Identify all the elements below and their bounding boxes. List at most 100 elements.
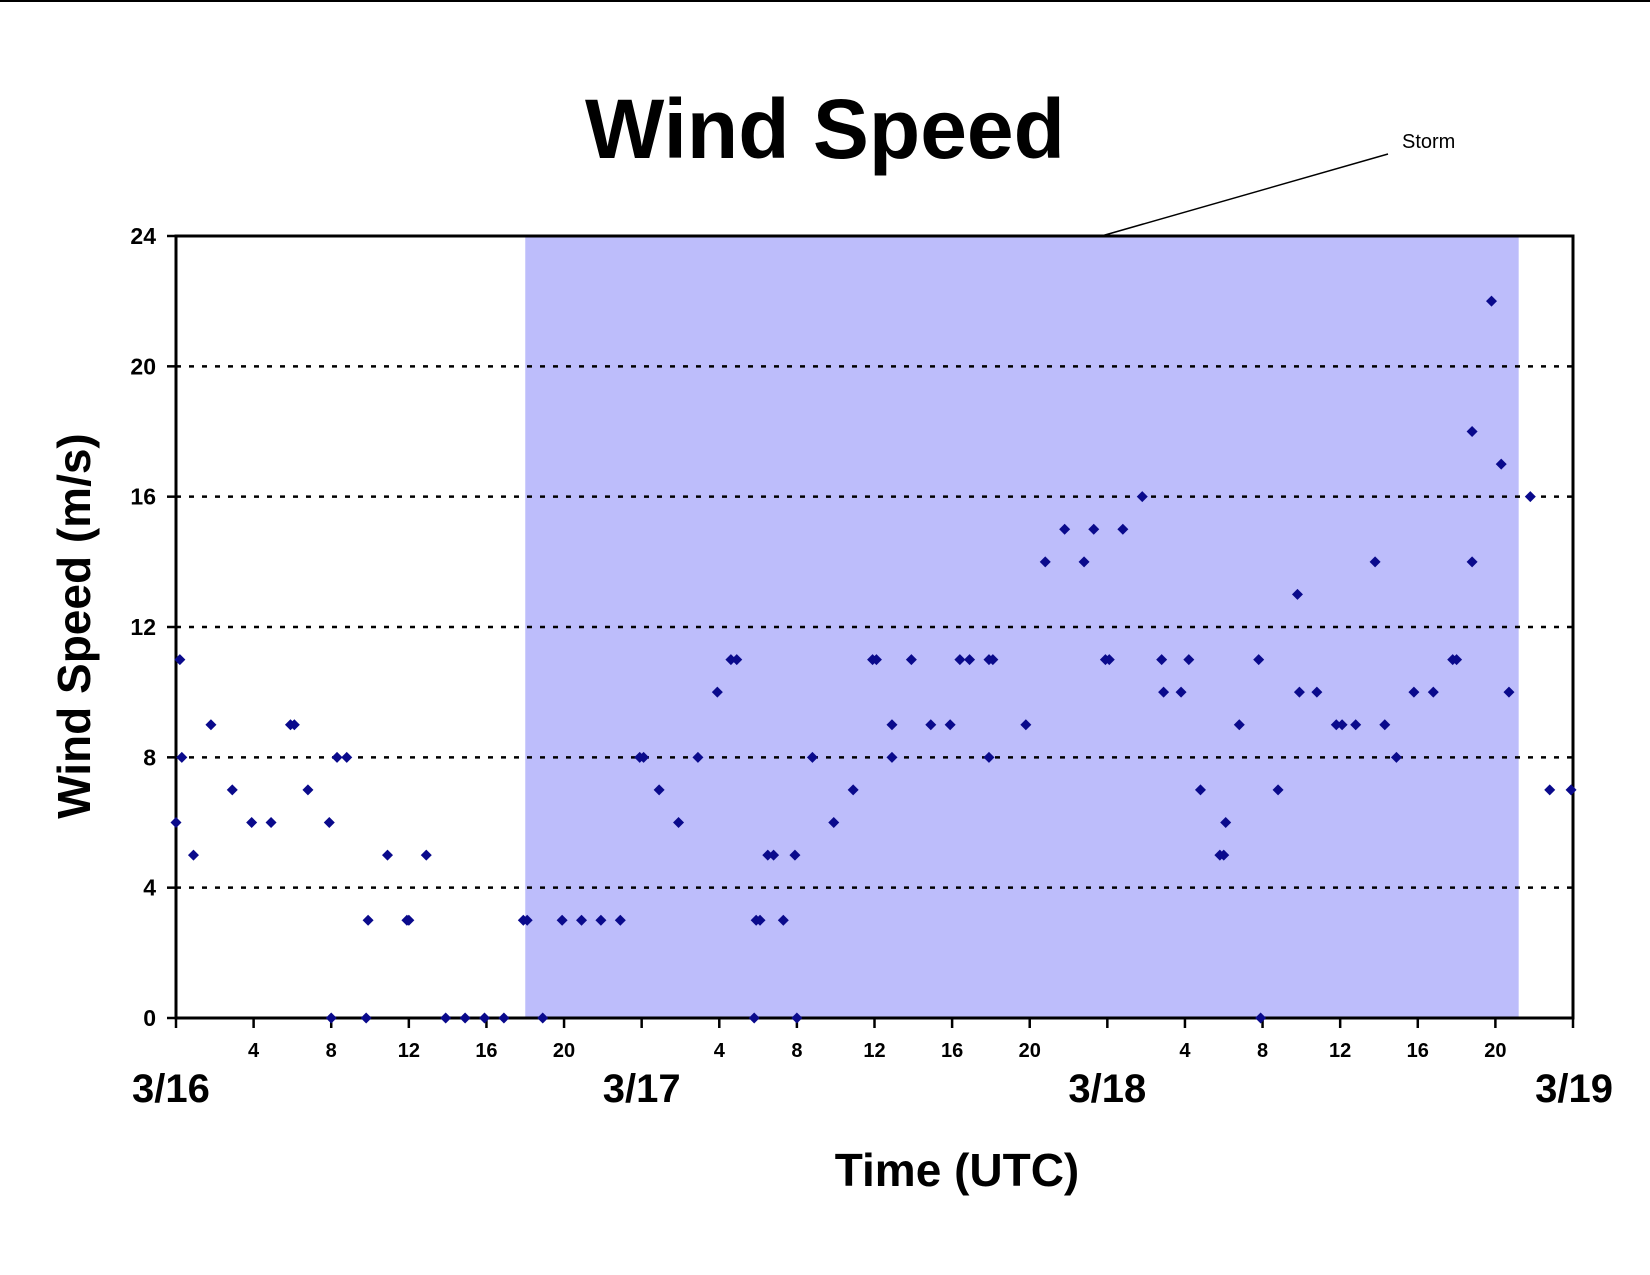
x-day-label-2: 3/18 (1068, 1067, 1146, 1111)
data-point-5 (226, 784, 238, 796)
x-hour-label-8: 16 (941, 1040, 963, 1062)
x-hour-label-5: 4 (714, 1040, 726, 1062)
data-point-89 (1350, 719, 1362, 731)
x-axis-title: Time (UTC) (835, 1144, 1080, 1196)
y-tick-label-4: 4 (143, 875, 156, 901)
data-point-21 (440, 1012, 452, 1024)
x-hour-label-10: 4 (1179, 1040, 1191, 1062)
data-point-23 (479, 1012, 491, 1024)
data-point-70 (1117, 523, 1129, 535)
data-point-33 (638, 751, 650, 763)
data-point-15 (360, 1012, 372, 1024)
data-point-75 (1183, 654, 1195, 666)
y-axis-title: Wind Speed (m/s) (48, 433, 100, 819)
data-point-91 (1379, 719, 1391, 731)
y-tick-label-20: 20 (130, 353, 156, 379)
y-tick-label-8: 8 (143, 744, 156, 770)
data-point-22 (459, 1012, 471, 1024)
x-hour-label-4: 20 (553, 1040, 575, 1062)
data-point-96 (1451, 654, 1463, 666)
x-hour-label-9: 20 (1019, 1040, 1041, 1062)
x-hour-label-14: 20 (1484, 1040, 1506, 1062)
y-tick-label-12: 12 (130, 614, 156, 640)
y-tick-label-24: 24 (130, 223, 156, 249)
data-point-58 (954, 654, 966, 666)
x-hour-label-1: 8 (326, 1040, 337, 1062)
data-point-72 (1156, 654, 1168, 666)
data-point-59 (964, 654, 976, 666)
data-point-73 (1158, 686, 1170, 698)
data-point-102 (1524, 491, 1536, 503)
data-point-28 (556, 914, 568, 926)
data-point-79 (1220, 817, 1232, 828)
storm-label: Storm (1402, 131, 1455, 153)
data-point-35 (673, 817, 685, 828)
x-hour-label-2: 12 (398, 1040, 420, 1062)
data-point-81 (1253, 654, 1265, 666)
data-point-56 (925, 719, 937, 731)
data-point-80 (1233, 719, 1245, 731)
data-point-24 (498, 1012, 510, 1024)
data-point-44 (768, 849, 780, 861)
data-point-84 (1291, 588, 1303, 600)
data-point-94 (1427, 686, 1439, 698)
data-point-1 (174, 654, 186, 666)
x-hour-label-12: 12 (1329, 1040, 1351, 1062)
data-point-101 (1503, 686, 1515, 698)
data-point-13 (331, 751, 343, 763)
data-point-100 (1495, 458, 1507, 470)
data-point-65 (1059, 523, 1071, 535)
data-point-39 (731, 654, 743, 666)
data-point-82 (1255, 1012, 1267, 1024)
data-point-93 (1408, 686, 1420, 698)
data-point-63 (1020, 719, 1032, 731)
data-point-46 (789, 849, 801, 861)
x-hour-label-6: 8 (791, 1040, 802, 1062)
data-point-55 (905, 654, 917, 666)
data-point-6 (246, 817, 258, 828)
data-point-0 (170, 817, 182, 828)
data-point-34 (653, 784, 665, 796)
chart-title: Wind Speed (585, 82, 1065, 176)
data-point-30 (595, 914, 607, 926)
data-point-40 (748, 1012, 760, 1024)
data-point-11 (323, 817, 335, 828)
x-hour-label-13: 16 (1407, 1040, 1429, 1062)
data-point-36 (692, 751, 704, 763)
x-day-label-3: 3/19 (1535, 1067, 1613, 1111)
data-point-57 (944, 719, 956, 731)
data-point-16 (362, 914, 374, 926)
data-point-14 (341, 751, 353, 763)
data-point-92 (1390, 751, 1402, 763)
data-point-7 (265, 817, 277, 828)
x-hour-label-11: 8 (1257, 1040, 1268, 1062)
data-point-27 (537, 1012, 549, 1024)
data-point-98 (1466, 556, 1478, 568)
storm-leader-line (1101, 153, 1389, 237)
data-point-67 (1088, 523, 1100, 535)
data-point-45 (777, 914, 789, 926)
data-point-74 (1175, 686, 1187, 698)
x-hour-label-7: 12 (863, 1040, 885, 1062)
data-point-37 (711, 686, 723, 698)
data-point-78 (1218, 849, 1230, 861)
data-point-26 (521, 914, 533, 926)
data-point-9 (288, 719, 300, 731)
data-point-90 (1369, 556, 1381, 568)
data-point-64 (1039, 556, 1051, 568)
data-point-53 (886, 719, 898, 731)
data-point-49 (828, 817, 840, 828)
x-hour-label-3: 16 (475, 1040, 497, 1062)
data-point-29 (576, 914, 588, 926)
data-point-47 (791, 1012, 803, 1024)
data-point-104 (1565, 784, 1577, 796)
data-point-12 (325, 1012, 337, 1024)
y-tick-label-16: 16 (130, 484, 156, 510)
data-point-10 (302, 784, 314, 796)
data-point-31 (614, 914, 626, 926)
data-point-71 (1136, 491, 1148, 503)
x-day-label-1: 3/17 (603, 1067, 681, 1111)
data-point-42 (754, 914, 766, 926)
data-point-17 (381, 849, 393, 861)
